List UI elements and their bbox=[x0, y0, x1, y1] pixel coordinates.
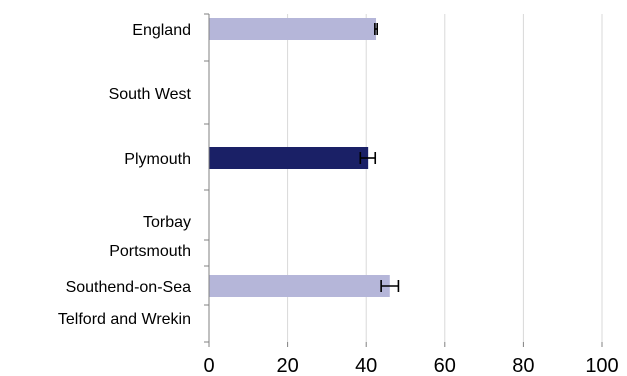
category-label: Southend-on-Sea bbox=[66, 279, 192, 296]
error-bar bbox=[359, 152, 377, 164]
bar-plymouth bbox=[209, 147, 369, 169]
x-tick-label: 80 bbox=[512, 355, 534, 376]
category-label: Plymouth bbox=[124, 151, 191, 168]
error-bar bbox=[380, 280, 400, 292]
x-tick-label: 20 bbox=[276, 355, 298, 376]
bar-england bbox=[209, 18, 377, 40]
x-tick-label: 0 bbox=[203, 355, 214, 376]
bar-southend-on-sea bbox=[209, 275, 390, 297]
x-tick-label: 100 bbox=[585, 355, 618, 376]
category-label: South West bbox=[109, 86, 192, 103]
category-label: Telford and Wrekin bbox=[58, 311, 191, 328]
error-bar bbox=[374, 23, 379, 35]
x-tick-label: 40 bbox=[355, 355, 377, 376]
category-label: Torbay bbox=[143, 214, 191, 231]
category-label: England bbox=[132, 22, 191, 39]
x-tick-label: 60 bbox=[434, 355, 456, 376]
category-label: Portsmouth bbox=[109, 243, 191, 260]
